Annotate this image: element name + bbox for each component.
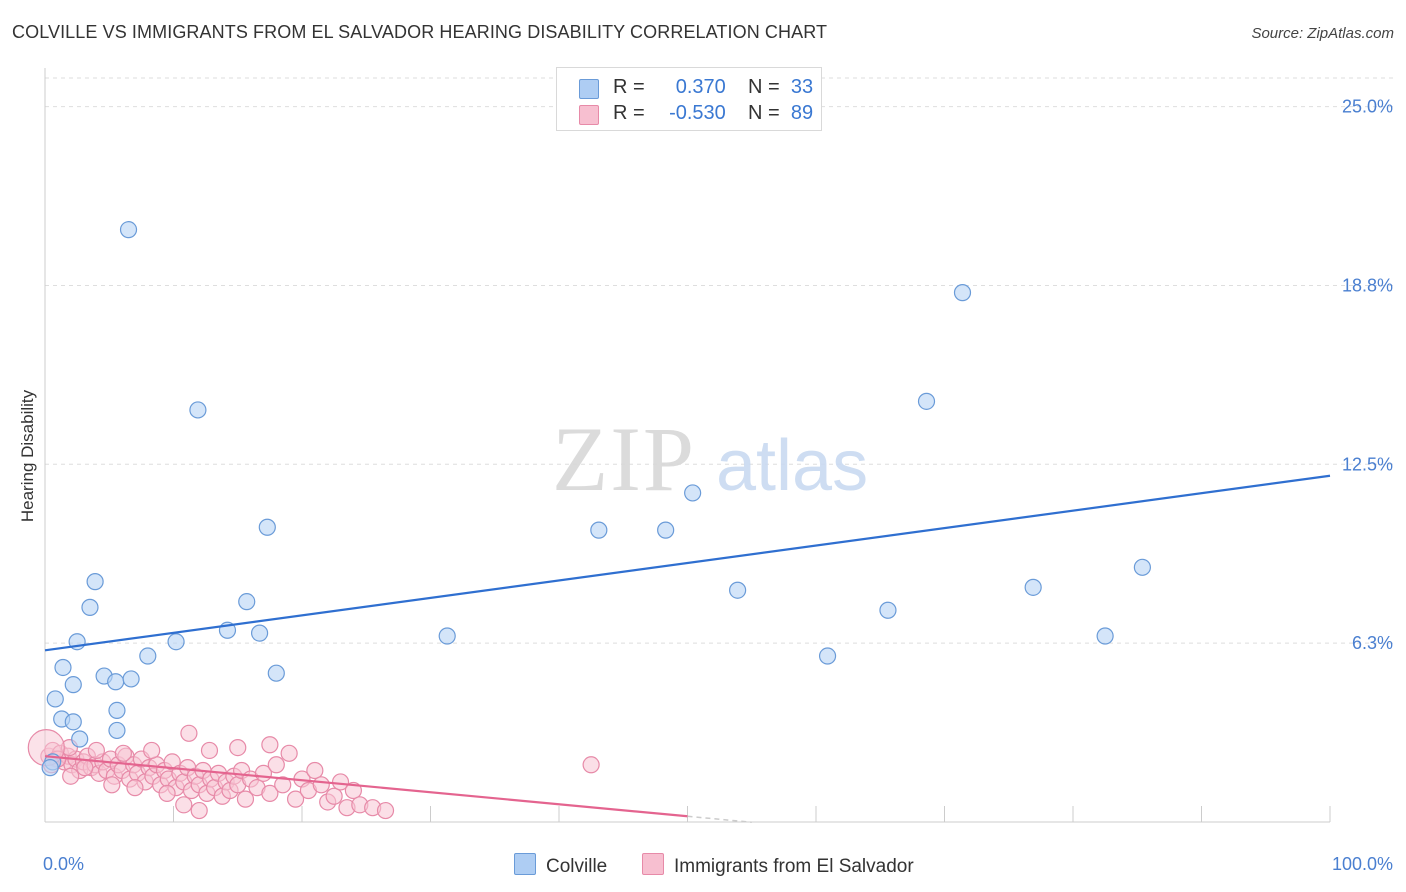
trend-extension-el-salvador xyxy=(687,815,752,824)
data-point-el-salvador xyxy=(325,787,343,805)
legend-swatch-colville-bottom xyxy=(514,853,536,875)
data-point-colville xyxy=(238,593,256,611)
axes xyxy=(44,68,1331,823)
data-point-el-salvador xyxy=(114,744,132,762)
data-point-el-salvador xyxy=(261,784,279,802)
data-point-colville xyxy=(122,670,140,688)
legend-n-label: N = xyxy=(748,76,780,98)
data-point-colville xyxy=(258,518,276,536)
correlation-legend: R = 0.370 N = 33 R = -0.530 N = 89 xyxy=(556,67,822,131)
tick-labels: 6.3% 12.5% 18.8% 25.0% 0.0% 100.0% xyxy=(43,97,1393,874)
data-point-el-salvador xyxy=(312,776,330,794)
data-point-el-salvador xyxy=(175,796,193,814)
data-point-el-salvador xyxy=(267,756,285,774)
data-point-el-salvador xyxy=(261,736,279,754)
data-point-colville xyxy=(1133,558,1151,576)
source-label: Source: ZipAtlas.com xyxy=(1251,25,1394,42)
data-point-colville xyxy=(86,573,104,591)
y-tick-label: 18.8% xyxy=(1342,275,1393,295)
data-point-el-salvador xyxy=(143,741,161,760)
data-point-el-salvador xyxy=(190,801,208,820)
data-point-colville xyxy=(54,658,72,677)
trend-line-el-salvador xyxy=(44,755,688,818)
data-point-el-salvador xyxy=(200,741,219,760)
legend-label-colville: Colville xyxy=(546,856,608,877)
data-point-el-salvador xyxy=(280,744,298,762)
legend-label-el-salvador: Immigrants from El Salvador xyxy=(674,856,914,877)
data-point-el-salvador xyxy=(180,724,198,742)
legend-n-value: 33 xyxy=(790,76,814,98)
data-point-colville xyxy=(108,701,126,720)
legend-r-value: 0.370 xyxy=(675,76,726,98)
legend-swatch-colville xyxy=(579,79,599,99)
legend-item-colville[interactable]: Colville xyxy=(514,853,607,878)
data-point-el-salvador xyxy=(306,761,324,780)
data-point-colville xyxy=(684,484,702,502)
data-point-el-salvador xyxy=(103,776,121,794)
y-tick-label: 6.3% xyxy=(1352,633,1393,653)
data-point-colville xyxy=(953,284,972,302)
data-point-el-salvador xyxy=(582,756,600,774)
data-point-el-salvador xyxy=(87,741,106,760)
data-point-colville xyxy=(1024,578,1042,596)
data-point-el-salvador xyxy=(236,790,255,808)
data-point-el-salvador xyxy=(62,767,80,785)
data-point-el-salvador xyxy=(376,801,395,820)
chart-title: COLVILLE VS IMMIGRANTS FROM EL SALVADOR … xyxy=(12,22,828,42)
data-point-colville xyxy=(590,521,608,539)
data-point-colville xyxy=(41,759,59,777)
x-tick-label: 0.0% xyxy=(43,854,84,874)
data-point-colville xyxy=(81,598,99,616)
data-point-el-salvador xyxy=(229,738,247,757)
data-point-colville xyxy=(438,627,456,645)
data-point-el-salvador xyxy=(126,779,144,797)
data-point-colville xyxy=(64,713,82,731)
data-point-el-salvador xyxy=(274,776,292,794)
legend-swatch-el-salvador xyxy=(579,105,599,125)
trend-lines xyxy=(44,474,1331,824)
legend-swatch-el-salvador-bottom xyxy=(642,853,664,875)
data-point-colville xyxy=(139,647,157,665)
data-point-el-salvador xyxy=(286,790,305,808)
data-point-colville xyxy=(250,624,269,642)
data-point-colville xyxy=(46,690,64,708)
y-axis-label: Hearing Disability xyxy=(18,389,37,522)
data-point-colville xyxy=(119,221,138,239)
x-tick-label: 100.0% xyxy=(1332,854,1393,874)
legend-r-value: -0.530 xyxy=(669,102,726,124)
data-point-colville xyxy=(189,401,207,419)
legend-n-label: N = xyxy=(748,102,780,124)
legend-item-el-salvador[interactable]: Immigrants from El Salvador xyxy=(642,853,914,878)
data-point-colville xyxy=(107,673,125,691)
data-point-el-salvador xyxy=(76,759,94,777)
data-point-el-salvador xyxy=(158,784,176,802)
data-point-colville xyxy=(267,664,285,682)
data-point-colville xyxy=(729,581,747,599)
data-point-colville xyxy=(879,601,897,619)
data-point-colville xyxy=(657,521,675,539)
y-tick-label: 12.5% xyxy=(1342,454,1393,474)
immigrants-el-salvador-points xyxy=(27,724,600,820)
watermark: ZIP atlas xyxy=(552,408,868,510)
data-point-colville xyxy=(108,721,126,740)
data-point-el-salvador xyxy=(331,773,350,791)
data-point-colville xyxy=(167,633,185,651)
watermark-zip: ZIP xyxy=(552,408,696,510)
data-point-el-salvador xyxy=(344,781,362,800)
watermark-atlas: atlas xyxy=(716,426,868,506)
data-point-colville xyxy=(917,392,936,410)
y-tick-label: 25.0% xyxy=(1342,97,1393,117)
data-point-colville xyxy=(71,730,89,748)
data-point-colville xyxy=(64,676,82,694)
data-point-colville xyxy=(1096,627,1114,645)
legend-r-label: R = xyxy=(613,102,645,124)
legend-n-value: 89 xyxy=(790,102,814,124)
trend-line-colville xyxy=(44,474,1331,652)
data-point-colville xyxy=(818,647,837,665)
legend-r-label: R = xyxy=(613,76,645,98)
